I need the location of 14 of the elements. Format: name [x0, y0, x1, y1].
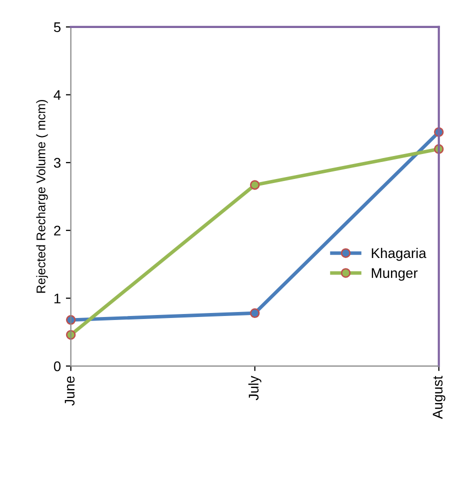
point: [250, 308, 260, 318]
y-tick-label: 5: [54, 22, 61, 32]
y-tick-label: 4: [54, 90, 61, 100]
y-tick-label: 1: [54, 294, 60, 304]
point: [250, 180, 260, 190]
y-axis-title: Rejected Recharge Volume ( mcm): [36, 100, 48, 293]
y-tick-label: 0: [54, 361, 61, 372]
y-tick-label: 3: [54, 158, 61, 168]
x-tick-label: July: [248, 376, 262, 400]
legend-label: Khagaria: [372, 248, 426, 261]
x-tick-label: August: [432, 376, 446, 419]
legend-label: Munger: [372, 268, 418, 281]
x-tick-label: June: [64, 376, 75, 406]
y-tick-label: 2: [54, 226, 60, 236]
